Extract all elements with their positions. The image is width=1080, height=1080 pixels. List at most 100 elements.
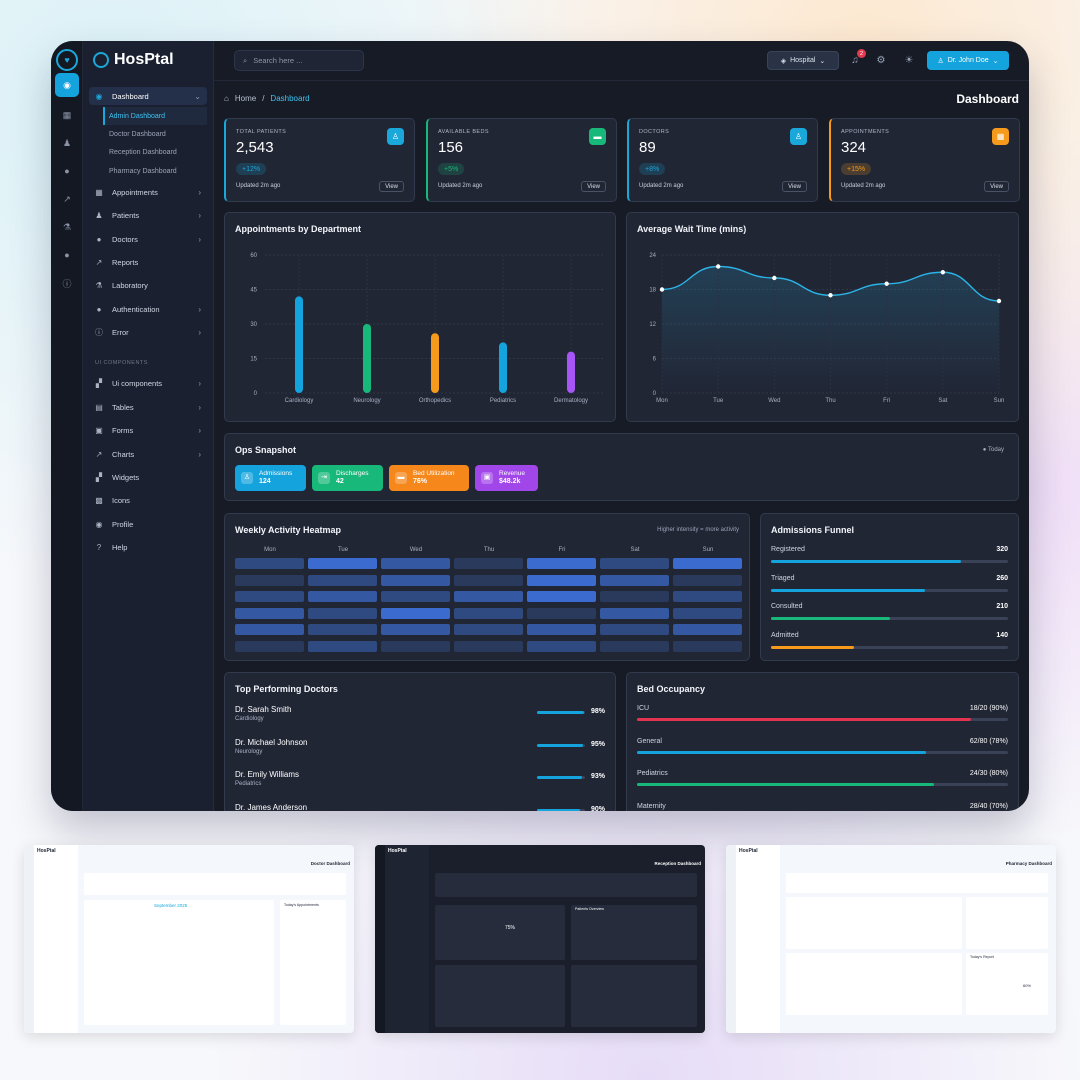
heatmap-cell[interactable] (454, 558, 523, 569)
sidebar-item-widgets[interactable]: ▞ Widgets (95, 473, 140, 483)
sidebar-item-appointments[interactable]: ▦ Appointments › (95, 187, 201, 197)
stat-view-button[interactable]: View (581, 181, 606, 192)
user-menu-button[interactable]: ♙ Dr. John Doe ⌄ (927, 51, 1009, 70)
sidebar-item-forms[interactable]: ▣ Forms › (95, 426, 201, 436)
heatmap-cell[interactable] (454, 591, 523, 602)
heatmap-cell[interactable] (527, 640, 596, 652)
heatmap-cell[interactable] (600, 607, 669, 619)
heatmap-cell[interactable] (600, 558, 669, 569)
sidebar-item-help[interactable]: ? Help (89, 536, 207, 559)
bar-cardiology[interactable] (295, 296, 303, 393)
heatmap-cell[interactable] (600, 624, 669, 635)
ops-bed-utilization-button[interactable]: ▬ Bed Utilization 76% (389, 465, 469, 491)
bar-pediatrics[interactable] (499, 342, 507, 393)
heatmap-cell[interactable] (600, 574, 669, 586)
sidebar-item-dashboard[interactable]: ◉ Dashboard ⌄ (89, 87, 207, 105)
heatmap-cell[interactable] (527, 558, 596, 569)
sidebar-item-reports[interactable]: ↗ Reports (95, 257, 139, 267)
sidebar-item-patients[interactable]: ♟ Patients › (95, 211, 201, 221)
heatmap-cell[interactable] (600, 640, 669, 652)
preview-reception-dashboard[interactable]: HosPtal Reception Dashboard 75% Patients… (375, 845, 705, 1033)
bell-icon[interactable]: ♫ (851, 54, 859, 66)
heatmap-cell[interactable] (381, 591, 450, 602)
line-point[interactable] (715, 264, 721, 269)
sidebar-item-icons[interactable]: ▩ Icons (95, 496, 130, 506)
sidebar-item-profile[interactable]: ◉ Profile (95, 519, 134, 529)
stat-view-button[interactable]: View (379, 181, 404, 192)
dashboard-rail-icon[interactable]: ◉ (55, 73, 79, 97)
calendar-rail-icon[interactable]: ▦ (62, 109, 72, 120)
heatmap-cell[interactable] (235, 558, 304, 569)
sidebar-sub-reception-dashboard[interactable]: Reception Dashboard (109, 149, 177, 157)
heatmap-cell[interactable] (600, 591, 669, 602)
ops-discharges-button[interactable]: ⇥ Discharges 42 (312, 465, 383, 491)
heatmap-cell[interactable] (381, 640, 450, 652)
line-point[interactable] (659, 287, 665, 292)
heatmap-cell[interactable] (454, 640, 523, 652)
ops-admissions-button[interactable]: ♙ Admissions 124 (235, 465, 306, 491)
sidebar-sub-doctor-dashboard[interactable]: Doctor Dashboard (109, 131, 166, 139)
heatmap-cell[interactable] (673, 574, 742, 586)
sidebar-item-error[interactable]: ⓘ Error › (95, 328, 201, 338)
bar-neurology[interactable] (363, 324, 371, 393)
heatmap-cell[interactable] (308, 624, 377, 635)
search-input[interactable]: ⌕ Search here ... (234, 50, 364, 71)
doctor-row[interactable]: Dr. James Anderson 90% (235, 803, 605, 811)
heatmap-cell[interactable] (454, 624, 523, 635)
preview-doctor-dashboard[interactable]: HosPtal Doctor Dashboard September 2025 … (24, 845, 354, 1033)
line-point[interactable] (828, 293, 833, 298)
stat-view-button[interactable]: View (782, 181, 807, 192)
sidebar-item-ui-components[interactable]: ▞ Ui components › (95, 379, 201, 389)
bar-dermatology[interactable] (567, 351, 575, 393)
sidebar-sub-pharmacy-dashboard[interactable]: Pharmacy Dashboard (109, 167, 177, 175)
doctor-row[interactable]: Dr. Emily Williams Pediatrics 93% (235, 770, 605, 787)
heatmap-cell[interactable] (235, 640, 304, 652)
heatmap-cell[interactable] (673, 640, 742, 652)
heatmap-cell[interactable] (527, 607, 596, 619)
gear-icon[interactable]: ⚙ (876, 54, 886, 66)
heatmap-cell[interactable] (308, 640, 377, 652)
heatmap-cell[interactable] (381, 607, 450, 619)
heatmap-cell[interactable] (673, 624, 742, 635)
line-point[interactable] (772, 275, 777, 281)
heatmap-cell[interactable] (527, 624, 596, 635)
heatmap-cell[interactable] (381, 624, 450, 635)
heatmap-cell[interactable] (454, 607, 523, 619)
heatmap-cell[interactable] (308, 574, 377, 586)
heatmap-cell[interactable] (673, 607, 742, 619)
heatmap-cell[interactable] (235, 574, 304, 586)
reports-rail-icon[interactable]: ↗ (63, 193, 71, 204)
user-rail-icon[interactable]: ● (64, 250, 70, 260)
heatmap-cell[interactable] (527, 574, 596, 586)
hospital-dropdown[interactable]: ◈ Hospital ⌄ (767, 51, 839, 70)
patients-rail-icon[interactable]: ♟ (62, 137, 72, 148)
stat-view-button[interactable]: View (984, 181, 1009, 192)
heatmap-cell[interactable] (454, 574, 523, 586)
heatmap-cell[interactable] (235, 607, 304, 619)
sidebar-sub-admin-dashboard[interactable]: Admin Dashboard (103, 107, 207, 126)
lab-rail-icon[interactable]: ⚗ (62, 221, 72, 232)
doctor-row[interactable]: Dr. Sarah Smith Cardiology 98% (235, 705, 605, 722)
breadcrumb-home[interactable]: Home (234, 94, 257, 103)
sidebar-item-charts[interactable]: ↗ Charts › (95, 449, 201, 459)
heatmap-cell[interactable] (673, 558, 742, 569)
heatmap-cell[interactable] (527, 591, 596, 602)
heatmap-cell[interactable] (308, 558, 377, 569)
heatmap-cell[interactable] (235, 624, 304, 635)
heatmap-cell[interactable] (235, 591, 304, 602)
ops-revenue-button[interactable]: ▣ Revenue $48.2k (475, 465, 538, 491)
doctor-row[interactable]: Dr. Michael Johnson Neurology 95% (235, 738, 605, 755)
sidebar-item-tables[interactable]: ▤ Tables › (95, 402, 201, 412)
heatmap-cell[interactable] (381, 574, 450, 586)
sidebar-item-authentication[interactable]: ● Authentication › (89, 298, 207, 321)
heatmap-cell[interactable] (308, 607, 377, 619)
heatmap-cell[interactable] (381, 558, 450, 569)
sidebar-item-doctors[interactable]: ● Doctors › (89, 227, 207, 250)
line-point[interactable] (996, 298, 1002, 304)
bar-orthopedics[interactable] (431, 333, 439, 393)
heatmap-cell[interactable] (673, 591, 742, 602)
line-point[interactable] (884, 281, 889, 286)
sun-icon[interactable]: ☀ (904, 54, 914, 66)
heatmap-cell[interactable] (308, 591, 377, 602)
preview-pharmacy-dashboard[interactable]: HosPtal Pharmacy Dashboard Today's Repor… (726, 845, 1056, 1033)
